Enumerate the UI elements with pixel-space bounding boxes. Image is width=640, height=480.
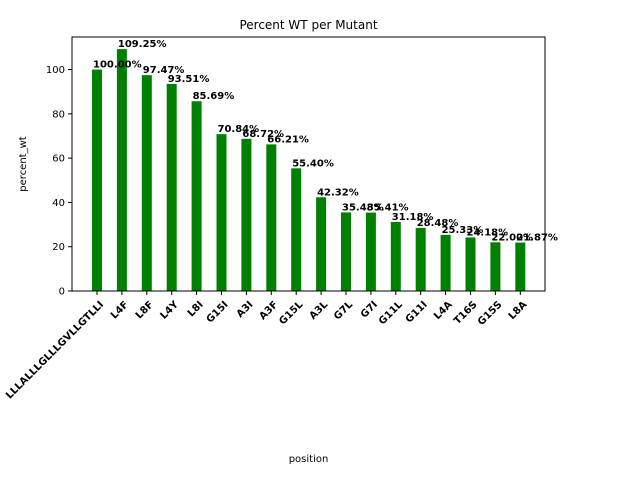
x-tick-label-T16S: T16S <box>452 299 480 327</box>
data-label-L8F: 97.47% <box>143 65 185 76</box>
data-label-L4A: 25.33% <box>442 225 484 236</box>
bar-G7L <box>341 212 351 291</box>
data-label-L4F: 109.25% <box>118 39 167 50</box>
data-label-L8I: 85.69% <box>193 91 235 102</box>
bar-G11L <box>390 221 401 291</box>
x-tick-label-L8I: L8I <box>186 299 206 319</box>
x-tick-label-LLLALLLGLLLGVLLGTLLI: LLLALLLGLLLGVLLGTLLI <box>4 299 106 401</box>
data-label-T16S: 24.18% <box>467 227 509 238</box>
x-tick-label-G15S: G15S <box>476 299 505 328</box>
x-tick-label-G15I: G15I <box>205 299 231 325</box>
x-tick-label-L8A: L8A <box>507 299 530 322</box>
bar-L4Y <box>166 83 177 291</box>
bar-G11I <box>415 227 426 291</box>
x-tick-label-L4F: L4F <box>109 299 131 321</box>
data-label-A3L: 42.32% <box>317 187 359 198</box>
bar-G15L <box>291 168 302 291</box>
x-tick-label-L4Y: L4Y <box>158 299 181 322</box>
data-label-A3I: 68.72% <box>242 129 284 140</box>
bar-L8A <box>515 242 526 291</box>
y-axis-title: percent_wt <box>18 136 29 191</box>
bar-A3F <box>266 144 277 291</box>
bars <box>92 49 526 292</box>
y-tick-label-80: 80 <box>52 109 65 120</box>
data-labels: 100.00% 109.25% 97.47%93.51% 85.69% 70.84%68… <box>93 39 558 244</box>
x-tick-label-A3L: A3L <box>308 299 331 322</box>
x-tick-label-G11L: G11L <box>377 299 405 327</box>
data-label-G7I: 35.41% <box>367 203 409 214</box>
bar-T16S <box>465 237 476 291</box>
x-tick-label-G11I: G11I <box>404 299 430 325</box>
data-label-G7L: 35.48% <box>342 202 384 213</box>
data-label-LLLALLLGLLLGVLLGTLLI: 100.00% <box>93 60 142 71</box>
plot-frame <box>71 36 546 292</box>
bar-A3I <box>241 138 252 291</box>
x-tick-label-A3I: A3I <box>235 299 256 320</box>
y-tick-label-40: 40 <box>52 198 65 209</box>
data-label-A3F: 66.21% <box>267 134 309 145</box>
bar-L8F <box>141 75 152 291</box>
data-label-G15L: 55.40% <box>292 158 334 169</box>
bar-G7I <box>365 212 376 291</box>
data-label-G15S: 22.00% <box>491 232 533 243</box>
x-tick-label-G15L: G15L <box>277 299 305 327</box>
chart-title: Percent WT per Mutant <box>239 18 377 32</box>
bar-A3L <box>316 197 327 291</box>
bar-L8I <box>191 101 202 292</box>
bar-L4F <box>116 49 127 291</box>
y-tick-label-0: 0 <box>59 287 65 298</box>
x-tick-label-G7L: G7L <box>332 299 355 322</box>
bar-L4A <box>440 234 451 291</box>
data-label-G11I: 28.48% <box>417 218 459 229</box>
y-tick-label-100: 100 <box>46 65 65 76</box>
data-label-G15I: 70.84% <box>218 124 260 135</box>
data-label-L8A: 21.87% <box>516 233 558 244</box>
y-tick-label-60: 60 <box>52 154 65 165</box>
x-tick-label-L8F: L8F <box>134 299 156 321</box>
bar-G15S <box>490 242 501 291</box>
y-tick-label-20: 20 <box>52 242 65 253</box>
x-tick-label-G7I: G7I <box>359 299 380 320</box>
data-label-L4Y: 93.51% <box>168 74 210 85</box>
bar-G15I <box>216 134 227 291</box>
x-axis-title: position <box>289 454 329 465</box>
bar-LLLALLLGLLLGVLLGTLLI <box>92 69 102 291</box>
y-axis: 0 20 40 60 80 100 <box>46 65 72 298</box>
data-label-G11L: 31.18% <box>392 212 434 223</box>
